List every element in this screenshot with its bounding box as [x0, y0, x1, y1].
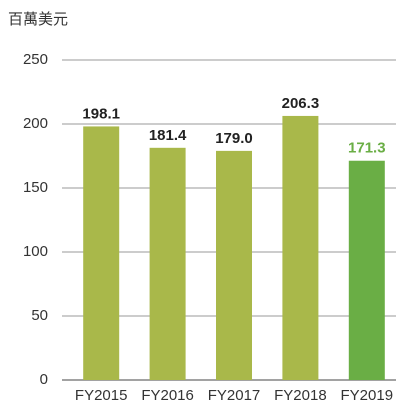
y-axis-label: 百萬美元 — [8, 11, 68, 28]
value-label: 181.4 — [149, 127, 187, 144]
y-tick-label: 100 — [23, 243, 48, 260]
x-tick-label: FY2015 — [75, 387, 128, 402]
y-tick-label: 50 — [31, 307, 48, 324]
value-label: 206.3 — [282, 95, 320, 112]
x-tick-label: FY2019 — [341, 387, 394, 402]
value-label: 198.1 — [82, 105, 120, 122]
y-tick-label: 0 — [40, 371, 48, 388]
bar — [282, 115, 319, 380]
y-tick-label: 150 — [23, 179, 48, 196]
x-tick-label: FY2018 — [274, 387, 327, 402]
bar — [216, 150, 252, 380]
y-tick-label: 250 — [23, 51, 48, 68]
bar — [83, 126, 120, 380]
value-label: 179.0 — [215, 130, 253, 147]
y-tick-label: 200 — [23, 115, 48, 132]
x-tick-label: FY2016 — [141, 387, 194, 402]
bar — [348, 160, 385, 380]
bar — [149, 147, 186, 380]
x-tick-label: FY2017 — [208, 387, 261, 402]
value-label: 171.3 — [348, 140, 386, 157]
